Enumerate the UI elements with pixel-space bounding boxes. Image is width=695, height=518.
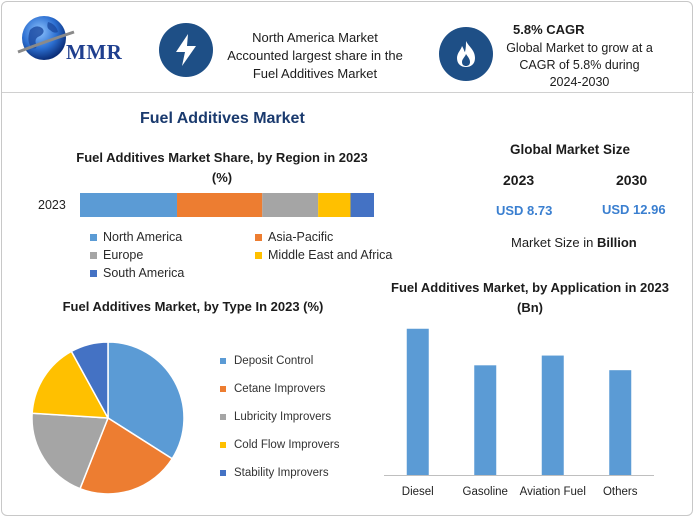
legend-label: Cold Flow Improvers bbox=[234, 439, 340, 451]
legend-swatch bbox=[255, 251, 262, 259]
legend-label: Stability Improvers bbox=[234, 467, 329, 479]
region-legend: North America Asia-Pacific Europe Middle… bbox=[90, 228, 420, 282]
region-chart-title: Fuel Additives Market Share, by Region i… bbox=[76, 150, 368, 185]
legend-item-europe: Europe bbox=[90, 246, 255, 264]
application-chart-title: Fuel Additives Market, by Application in… bbox=[391, 280, 669, 315]
legend-label: South America bbox=[103, 266, 185, 280]
legend-swatch bbox=[220, 470, 226, 476]
legend-item-lubricity-improvers: Lubricity Improvers bbox=[220, 403, 339, 431]
legend-item-north-america: North America bbox=[90, 228, 255, 246]
legend-swatch bbox=[220, 442, 226, 448]
legend-swatch bbox=[90, 233, 97, 241]
bar-others bbox=[609, 370, 632, 475]
region-note: North America Market Accounted largest s… bbox=[227, 30, 403, 81]
legend-label: Deposit Control bbox=[234, 355, 314, 367]
application-bar-chart bbox=[384, 328, 654, 476]
x-tick-label-gasoline: Gasoline bbox=[462, 486, 508, 498]
logo-text: MMR bbox=[66, 40, 123, 64]
global-market-size-title: Global Market Size bbox=[510, 142, 631, 157]
x-tick-label-diesel: Diesel bbox=[401, 486, 434, 498]
stack-segment-middle-east-and-africa bbox=[318, 193, 351, 217]
cagr-text: Global Market to grow at a CAGR of 5.8% … bbox=[506, 41, 653, 89]
legend-label: Cetane Improvers bbox=[234, 383, 326, 395]
legend-item-deposit-control: Deposit Control bbox=[220, 347, 339, 375]
legend-label: Europe bbox=[103, 248, 144, 262]
globe-icon bbox=[17, 16, 75, 60]
market-size-2023-value: USD 8.73 bbox=[496, 203, 553, 218]
market-size-2030-value: USD 12.96 bbox=[602, 202, 666, 217]
stack-segment-europe bbox=[262, 193, 319, 217]
market-size-unit-note: Market Size in Billion bbox=[511, 235, 637, 250]
region-bar-chart bbox=[80, 193, 374, 217]
type-legend: Deposit Control Cetane Improvers Lubricity… bbox=[220, 347, 339, 487]
flame-icon-badge bbox=[439, 27, 493, 81]
type-chart-title: Fuel Additives Market, by Type In 2023 (… bbox=[62, 299, 324, 314]
lightning-icon-badge bbox=[159, 23, 213, 77]
pie-slice-stability-improvers bbox=[70, 341, 109, 419]
type-pie-chart bbox=[31, 341, 185, 495]
x-tick-label-others: Others bbox=[602, 486, 638, 498]
bar-diesel bbox=[406, 328, 429, 475]
main-title: Fuel Additives Market bbox=[140, 110, 305, 127]
legend-swatch bbox=[90, 269, 97, 277]
unit-note-prefix: Market Size in bbox=[511, 235, 597, 250]
x-tick-label-aviation-fuel: Aviation Fuel bbox=[519, 486, 586, 498]
stack-segment-asia-pacific bbox=[177, 193, 263, 217]
legend-label: Lubricity Improvers bbox=[234, 411, 332, 423]
cagr-title: 5.8% CAGR bbox=[513, 22, 585, 37]
legend-item-cetane-improvers: Cetane Improvers bbox=[220, 375, 339, 403]
bar-gasoline bbox=[474, 365, 497, 475]
legend-item-stability-improvers: Stability Improvers bbox=[220, 459, 339, 487]
legend-item-asia-pacific: Asia-Pacific bbox=[255, 228, 333, 246]
legend-swatch bbox=[220, 414, 226, 420]
year-2023-label: 2023 bbox=[503, 172, 535, 188]
legend-label: North America bbox=[103, 230, 183, 244]
legend-item-cold-flow-improvers: Cold Flow Improvers bbox=[220, 431, 339, 459]
pie-slice-lubricity-improvers bbox=[31, 412, 110, 490]
legend-swatch bbox=[220, 358, 226, 364]
mmr-logo: MMR bbox=[16, 12, 146, 68]
legend-swatch bbox=[255, 233, 262, 241]
bar-aviation-fuel bbox=[541, 355, 564, 475]
flame-icon bbox=[457, 41, 475, 67]
legend-swatch bbox=[90, 251, 97, 259]
pie-slice-cold-flow-improvers bbox=[31, 350, 110, 419]
stack-segment-north-america bbox=[80, 193, 178, 217]
lightning-icon bbox=[176, 34, 196, 66]
legend-item-middle-east-africa: Middle East and Africa bbox=[255, 246, 392, 264]
year-2030-label: 2030 bbox=[616, 172, 648, 188]
application-x-axis-labels: Diesel Gasoline Aviation Fuel Others bbox=[384, 486, 654, 502]
legend-item-south-america: South America bbox=[90, 264, 184, 282]
stack-segment-south-america bbox=[350, 193, 374, 217]
header-divider bbox=[2, 92, 694, 93]
pie-slice-cetane-improvers bbox=[79, 416, 174, 495]
legend-label: Asia-Pacific bbox=[268, 230, 334, 244]
legend-swatch bbox=[220, 386, 226, 392]
unit-note-unit: Billion bbox=[596, 235, 637, 250]
legend-label: Middle East and Africa bbox=[268, 248, 393, 262]
region-y-label: 2023 bbox=[38, 198, 66, 212]
